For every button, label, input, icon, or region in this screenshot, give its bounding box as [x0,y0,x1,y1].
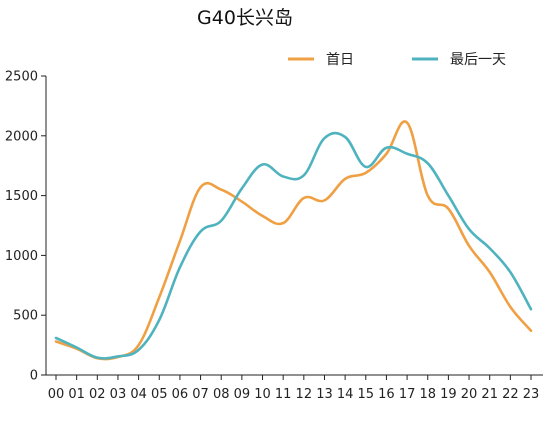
x-tick-label: 08 [213,387,230,402]
y-axis-ticks: 0 500 1000 1500 2000 2500 [5,70,46,384]
x-axis-ticks: 00 01 02 03 04 05 06 07 08 09 10 11 12 13 14 15 16 17 18 19… [48,375,540,402]
x-tick-label: 10 [254,387,271,402]
x-tick-label: 12 [296,387,313,402]
x-tick-label: 05 [151,387,168,402]
x-tick-label: 23 [523,387,540,402]
x-tick-label: 11 [275,387,292,402]
y-tick-label: 2000 [5,129,38,144]
x-tick-label: 00 [48,387,65,402]
x-tick-label: 06 [172,387,189,402]
x-tick-label: 01 [68,387,85,402]
series-lines [54,120,533,361]
x-tick-label: 19 [440,387,457,402]
x-tick-label: 04 [130,387,147,402]
x-tick-label: 21 [481,387,498,402]
x-tick-label: 22 [502,387,519,402]
chart-title: G40长兴岛 [197,7,293,29]
x-tick-label: 18 [419,387,436,402]
x-tick-label: 13 [316,387,333,402]
legend-label-last-day: 最后一天 [450,52,506,68]
x-tick-label: 20 [461,387,478,402]
x-tick-label: 02 [89,387,106,402]
legend-label-first-day: 首日 [326,52,354,68]
x-tick-label: 03 [110,387,127,402]
y-tick-label: 0 [30,369,38,384]
x-tick-label: 07 [192,387,209,402]
series-line-first-day [54,120,533,361]
y-tick-label: 2500 [5,70,38,85]
x-tick-label: 09 [234,387,251,402]
y-tick-label: 1000 [5,249,38,264]
legend: 首日 最后一天 [288,52,506,68]
x-tick-label: 15 [358,387,375,402]
y-tick-label: 1500 [5,189,38,204]
x-tick-label: 17 [399,387,416,402]
x-tick-label: 14 [337,387,354,402]
series-line-last-day [54,131,533,360]
x-tick-label: 16 [378,387,395,402]
y-tick-label: 500 [13,309,38,324]
